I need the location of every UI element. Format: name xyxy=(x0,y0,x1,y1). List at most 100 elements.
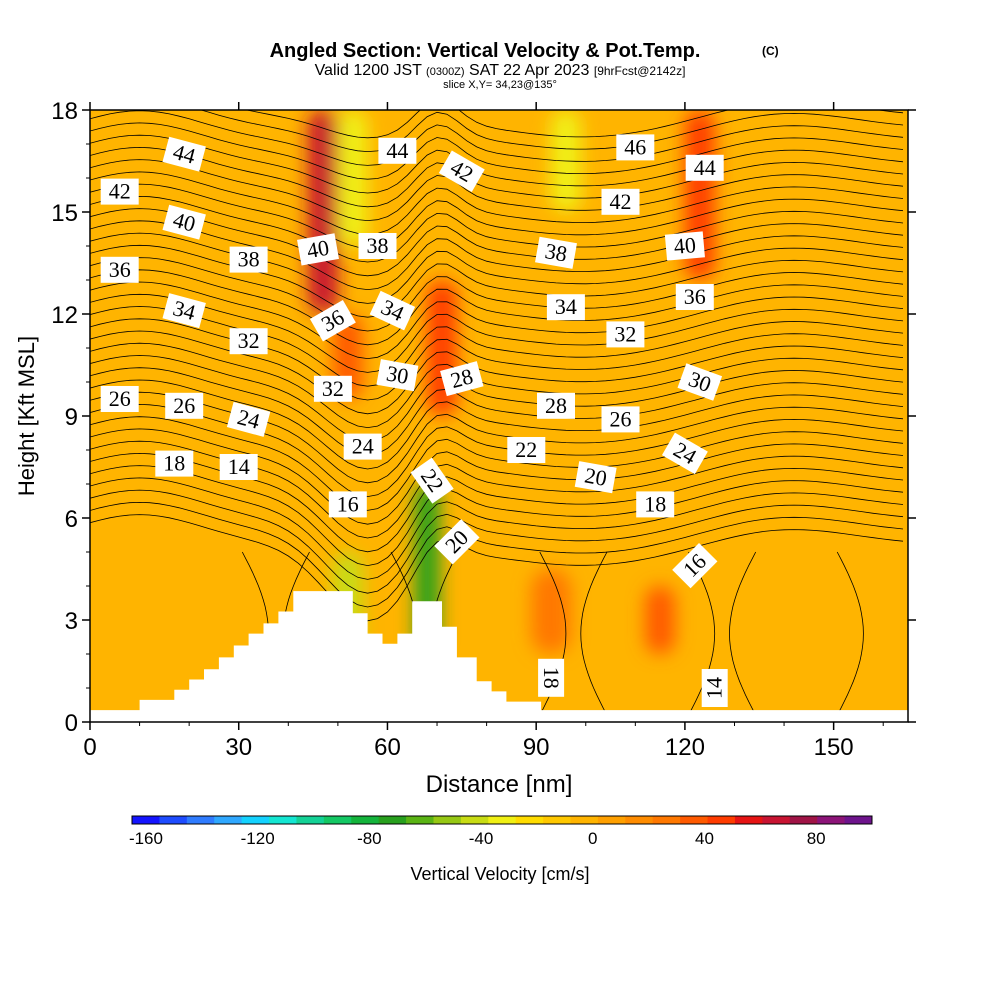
contour-label: 28 xyxy=(537,392,575,419)
colorbar-swatch xyxy=(762,816,791,824)
colorbar-swatch xyxy=(159,816,188,824)
colorbar-frame xyxy=(131,815,873,825)
velocity-feature xyxy=(308,110,338,314)
isentrope-line xyxy=(580,551,611,722)
contour-label: 38 xyxy=(358,233,397,259)
contour-label-box xyxy=(507,437,546,463)
colorbar-swatch xyxy=(241,816,270,824)
contour-label: 42 xyxy=(601,188,640,215)
contour-label-text: 38 xyxy=(543,238,569,266)
contour-label-box xyxy=(434,519,480,565)
contour-label-box xyxy=(162,136,206,172)
isentrope-line xyxy=(90,171,904,235)
colorbar-tick-label: 0 xyxy=(588,829,597,848)
isentrope-line xyxy=(90,403,904,498)
contour-label-text: 26 xyxy=(109,386,131,411)
chart-title: Angled Section: Vertical Velocity & Pot.… xyxy=(270,40,701,62)
contour-label: 28 xyxy=(440,361,484,397)
contour-label-text: 14 xyxy=(702,677,727,699)
x-tick-label: 120 xyxy=(665,734,705,761)
isentrope-line xyxy=(90,110,904,166)
isentrope-line xyxy=(684,551,716,722)
contour-label-box xyxy=(162,293,206,329)
isentrope-line xyxy=(90,183,904,249)
colorbar-swatch xyxy=(597,816,626,824)
colorbar-swatch xyxy=(269,816,297,824)
colorbar-swatch xyxy=(488,816,517,824)
isentrope-line xyxy=(90,318,904,401)
isentrope-line xyxy=(90,416,904,511)
colorbar-tick-label: -40 xyxy=(469,829,494,848)
slice-label: slice X,Y= 34,23@135° xyxy=(443,79,557,91)
contour-label-box xyxy=(616,134,655,161)
isentrope-line xyxy=(90,281,904,360)
velocity-feature xyxy=(645,586,675,654)
isentrope-line xyxy=(90,220,904,291)
contour-label-box xyxy=(574,461,617,494)
colorbar-swatch xyxy=(817,816,846,824)
isentrope-line xyxy=(90,244,904,318)
subtitle-valid: Valid 1200 JST xyxy=(315,62,423,79)
contour-label: 44 xyxy=(685,154,724,181)
colorbar-swatch xyxy=(378,816,407,824)
contour-label-text: 18 xyxy=(163,451,185,476)
contour-label-text: 14 xyxy=(228,454,250,479)
contour-label: 40 xyxy=(162,204,206,240)
isentrope-line xyxy=(90,232,904,304)
contour-label-box xyxy=(343,433,382,460)
contour-label-box xyxy=(155,450,194,477)
contour-label: 34 xyxy=(162,293,206,329)
isentrope-line xyxy=(90,195,904,263)
contour-label: 30 xyxy=(376,359,419,392)
isentrope-line xyxy=(90,489,904,594)
contour-label-box xyxy=(685,154,724,181)
contour-label-box xyxy=(219,454,258,480)
contour-label-box xyxy=(313,375,352,402)
contour-label: 42 xyxy=(100,178,139,205)
contour-label: 44 xyxy=(378,137,417,164)
isentrope-line xyxy=(90,159,904,222)
colorbar-label: Vertical Velocity [cm/s] xyxy=(410,864,589,884)
velocity-feature xyxy=(427,280,457,416)
contour-label-box xyxy=(538,658,565,697)
contour-label: 18 xyxy=(538,658,565,697)
contour-label-text: 32 xyxy=(238,328,260,353)
contour-label-text: 42 xyxy=(610,189,632,214)
y-tick-label: 9 xyxy=(65,404,78,431)
contour-label-text: 26 xyxy=(173,393,195,418)
isentrope-line xyxy=(90,306,904,387)
contour-label-text: 32 xyxy=(614,321,636,346)
contour-label-text: 22 xyxy=(515,437,537,462)
colorbar-tick-label: -120 xyxy=(241,829,275,848)
isentrope-line xyxy=(90,257,904,332)
contour-label: 18 xyxy=(155,450,194,477)
x-tick-label: 0 xyxy=(83,734,96,761)
contour-label-text: 24 xyxy=(352,434,374,459)
colorbar-swatch xyxy=(680,816,709,824)
x-tick-label: 60 xyxy=(374,734,401,761)
contour-label: 38 xyxy=(535,236,577,269)
contour-label-text: 36 xyxy=(109,257,131,282)
contour-label: 46 xyxy=(616,134,655,161)
contour-label-text: 46 xyxy=(624,134,646,159)
isentrope-line xyxy=(90,146,904,208)
isentrope-line xyxy=(833,551,864,722)
y-tick-label: 15 xyxy=(51,200,78,227)
chart-subtitle: Valid 1200 JST (0300Z) SAT 22 Apr 2023 [… xyxy=(315,62,686,79)
contour-label-text: 44 xyxy=(386,138,408,163)
subtitle-forecast: [9hrFcst@2142z] xyxy=(594,64,686,78)
contour-label: 32 xyxy=(606,321,645,348)
contour-label: 16 xyxy=(328,491,367,518)
contour-label: 30 xyxy=(677,363,723,401)
x-tick-label: 30 xyxy=(225,734,252,761)
contour-label-box xyxy=(438,150,485,192)
contour-label-text: 18 xyxy=(644,491,666,516)
isentrope-line xyxy=(90,501,904,608)
contour-label: 40 xyxy=(664,231,705,261)
contour-label-box xyxy=(677,363,723,401)
contour-label: 26 xyxy=(100,386,139,412)
contour-label: 32 xyxy=(229,328,268,355)
contour-label-box xyxy=(601,406,640,433)
velocity-feature xyxy=(531,569,571,654)
